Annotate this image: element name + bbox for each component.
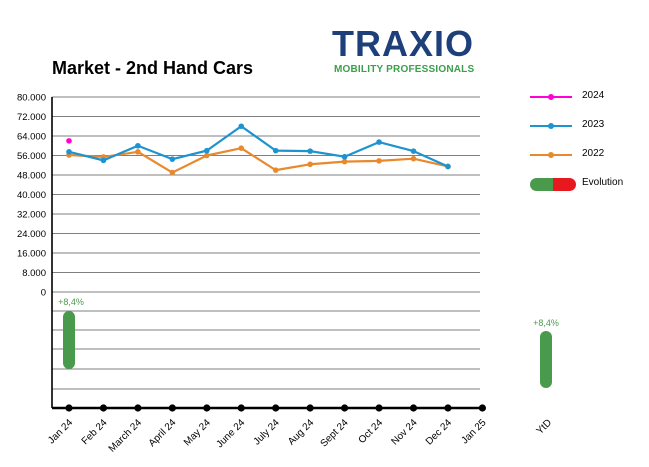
x-tick-label-may-24: May 24 xyxy=(182,417,213,448)
x-tick-marker xyxy=(203,404,211,412)
legend-label-2023: 2023 xyxy=(582,119,605,130)
legend: 2024 2023 2022 Evolution xyxy=(530,88,640,204)
logo-tagline: MOBILITY PROFESSIONALS xyxy=(334,64,475,75)
logo-wordmark: TRAXIO xyxy=(332,23,475,64)
x-tick-marker xyxy=(237,404,245,412)
y-tick-label: 72.000 xyxy=(17,112,46,123)
y-tick-label: 32.000 xyxy=(17,210,46,221)
data-point-2022-may-24 xyxy=(204,152,210,159)
data-point-2023-jan-24 xyxy=(66,149,72,155)
legend-dot-2023 xyxy=(548,123,554,129)
data-point-2023-aug-24 xyxy=(307,148,313,154)
legend-label-2022: 2022 xyxy=(582,148,605,159)
x-tick-marker xyxy=(306,404,314,412)
y-tick-label: 64.000 xyxy=(17,132,46,143)
data-point-2023-july-24 xyxy=(272,147,279,154)
data-point-2023-may-24 xyxy=(204,147,210,154)
x-tick-label-jan-24: Jan 24 xyxy=(46,417,75,446)
x-tick-marker xyxy=(272,404,280,412)
x-tick-marker xyxy=(99,404,108,412)
x-tick-marker xyxy=(444,404,452,412)
x-tick-label-july-24: July 24 xyxy=(252,417,282,447)
y-tick-label: 16.000 xyxy=(17,249,46,260)
legend-item-evolution: Evolution xyxy=(530,175,640,204)
evolution-value-label: +8,4% xyxy=(58,297,84,307)
x-tick-label-dec-24: Dec 24 xyxy=(424,417,454,447)
legend-dot-2024 xyxy=(548,94,554,100)
x-tick-marker xyxy=(134,404,142,412)
data-point-2023-june-24 xyxy=(238,123,245,130)
data-point-2023-oct-24 xyxy=(376,139,382,145)
data-point-2022-july-24 xyxy=(272,167,279,173)
data-point-2023-feb-24 xyxy=(100,157,107,164)
x-tick-marker xyxy=(168,404,176,412)
x-tick-label-feb-24: Feb 24 xyxy=(80,417,110,447)
x-tick-label-sept-24: Sept 24 xyxy=(319,417,351,449)
data-point-2023-april-24 xyxy=(169,156,176,162)
y-tick-label: 48.000 xyxy=(17,171,46,182)
series-line-2023 xyxy=(68,125,449,168)
data-point-2023-sept-24 xyxy=(341,153,348,160)
data-point-2022-sept-24 xyxy=(341,158,348,165)
y-tick-label: 80.000 xyxy=(17,93,46,104)
legend-label-2024: 2024 xyxy=(582,90,605,101)
legend-swatch-evolution-red xyxy=(553,178,576,191)
data-point-2023-nov-24 xyxy=(410,148,417,154)
data-point-2022-march-24 xyxy=(135,149,141,155)
data-point-2022-june-24 xyxy=(238,145,245,151)
data-point-2022-aug-24 xyxy=(307,161,313,168)
data-point-2022-april-24 xyxy=(169,169,176,176)
series-line-2022 xyxy=(68,147,449,174)
y-tick-label: 8.000 xyxy=(22,268,46,279)
x-tick-label-oct-24: Oct 24 xyxy=(357,417,386,446)
y-tick-label: 40.000 xyxy=(17,190,46,201)
data-point-2022-nov-24 xyxy=(410,155,417,162)
x-tick-label-april-24: April 24 xyxy=(147,417,179,449)
legend-item-2023: 2023 xyxy=(530,117,640,146)
x-tick-marker xyxy=(341,404,349,412)
ytd-value-label: +8,4% xyxy=(533,318,559,328)
data-point-2024-jan-24 xyxy=(66,138,72,144)
data-point-2022-oct-24 xyxy=(376,158,382,164)
x-tick-marker xyxy=(478,404,486,412)
x-tick-label-aug-24: Aug 24 xyxy=(286,417,316,447)
legend-dot-2022 xyxy=(548,152,554,158)
ytd-axis-label: YtD xyxy=(535,417,555,437)
x-tick-marker xyxy=(65,404,73,412)
y-tick-label: 56.000 xyxy=(17,151,46,162)
traxio-logo: TRAXIO MOBILITY PROFESSIONALS xyxy=(332,18,482,80)
x-tick-label-june-24: June 24 xyxy=(214,417,247,450)
chart-title: Market - 2nd Hand Cars xyxy=(52,58,254,78)
legend-swatch-evolution xyxy=(530,178,576,191)
x-tick-label-march-24: March 24 xyxy=(107,417,145,455)
x-tick-label-jan-25: Jan 25 xyxy=(460,417,489,446)
y-tick-label: 24.000 xyxy=(17,229,46,240)
x-tick-label-nov-24: Nov 24 xyxy=(389,417,419,447)
x-tick-marker xyxy=(375,404,383,412)
y-tick-label: 0 xyxy=(41,288,46,299)
legend-item-2022: 2022 xyxy=(530,146,640,175)
legend-swatch-evolution-green xyxy=(530,178,556,191)
data-point-2023-march-24 xyxy=(135,142,141,149)
x-tick-marker xyxy=(409,404,418,412)
data-point-2023-dec-24 xyxy=(445,163,451,170)
legend-label-evolution: Evolution xyxy=(582,177,624,188)
legend-item-2024: 2024 xyxy=(530,88,640,117)
